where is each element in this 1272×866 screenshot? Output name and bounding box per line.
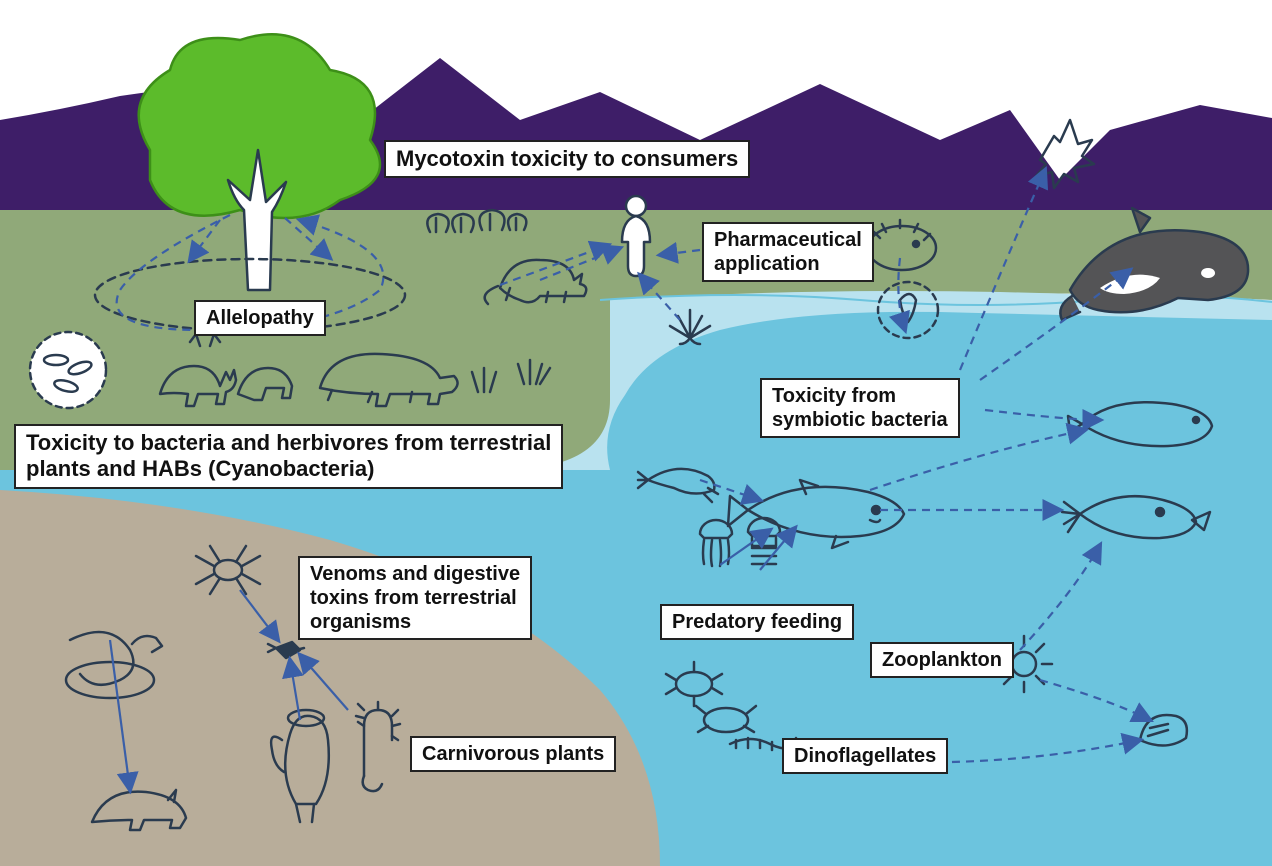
label-venoms: Venoms and digestive toxins from terrest…: [298, 556, 532, 640]
manatee-icon: [1068, 402, 1212, 446]
deer-icon: [160, 334, 292, 406]
pitcher-plant-icon: [271, 710, 329, 822]
fox-icon: [485, 260, 587, 304]
label-allelopathy: Allelopathy: [194, 300, 326, 336]
bug-icon: [268, 642, 304, 658]
grass-icons: [472, 360, 550, 392]
tree-icon: [139, 34, 380, 290]
diagram-stage: { "canvas": { "width": 1272, "height": 8…: [0, 0, 1272, 866]
squid-icon: [1062, 496, 1210, 538]
label-predatory: Predatory feeding: [660, 604, 854, 640]
shrub-icon: [670, 310, 710, 344]
label-carnivorous: Carnivorous plants: [410, 736, 616, 772]
snake-icon: [66, 632, 162, 698]
bacteria-icon: [30, 332, 106, 408]
orca-icon: [1060, 208, 1248, 320]
label-symbiotic: Toxicity from symbiotic bacteria: [760, 378, 960, 438]
label-toxicity-terr: Toxicity to bacteria and herbivores from…: [14, 424, 563, 489]
label-mycotoxin: Mycotoxin toxicity to consumers: [384, 140, 750, 178]
seabird-icon: [1036, 120, 1094, 188]
mushrooms-icon: [427, 210, 526, 232]
jelly-icons: [700, 518, 780, 566]
label-dinoflagellates: Dinoflagellates: [782, 738, 948, 774]
spider-icon: [196, 546, 260, 594]
label-zooplankton: Zooplankton: [870, 642, 1014, 678]
sundew-icon: [356, 702, 400, 791]
crab-icon: [696, 706, 756, 732]
human-icon: [622, 196, 650, 276]
prey-icon: [92, 790, 186, 830]
shrimp-icon: [638, 469, 718, 502]
label-pharma: Pharmaceutical application: [702, 222, 874, 282]
shell-icon: [1140, 715, 1187, 746]
copepod-icon: [666, 662, 722, 706]
grazer-icon: [320, 354, 458, 406]
fish-icon: [728, 480, 904, 548]
